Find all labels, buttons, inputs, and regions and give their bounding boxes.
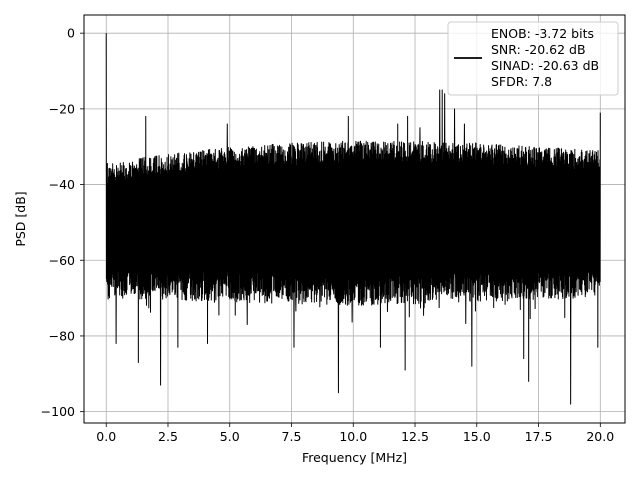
axes-frame: [83, 14, 626, 424]
y-tick-label: 0: [67, 26, 75, 41]
x-tick-label: 0.0: [96, 429, 116, 444]
x-tick-label: 12.5: [401, 429, 429, 444]
y-tick-label: −40: [49, 177, 75, 192]
x-tick-label: 15.0: [463, 429, 491, 444]
y-tick-label: −20: [49, 101, 75, 116]
axes-ticks: 0.0 2.5 5.0 7.5 10.0 12.5 15.0 17.5 20.0 0 −20 −40 −…: [41, 26, 615, 444]
plot-area: [105, 33, 601, 405]
y-tick-label: −60: [49, 253, 75, 268]
legend: ENOB: -3.72 bits SNR: -20.62 dB SINAD: -…: [447, 21, 619, 96]
y-tick-label: −100: [41, 404, 75, 419]
x-tick-label: 10.0: [339, 429, 367, 444]
x-tick-label: 20.0: [586, 429, 614, 444]
x-tick-label: 7.5: [282, 429, 302, 444]
legend-enob: ENOB: -3.72 bits: [491, 26, 594, 41]
x-axis-label: Frequency [MHz]: [302, 450, 407, 465]
legend-sfdr: SFDR: 7.8: [491, 74, 552, 89]
x-tick-label: 5.0: [220, 429, 240, 444]
y-tick-label: −80: [49, 328, 75, 343]
legend-box: [447, 21, 619, 96]
x-tick-label: 17.5: [525, 429, 553, 444]
legend-snr: SNR: -20.62 dB: [491, 42, 586, 57]
psd-trace: [105, 33, 601, 405]
y-axis-label: PSD [dB]: [13, 191, 28, 246]
legend-sinad: SINAD: -20.63 dB: [491, 58, 599, 73]
x-tick-label: 2.5: [158, 429, 178, 444]
